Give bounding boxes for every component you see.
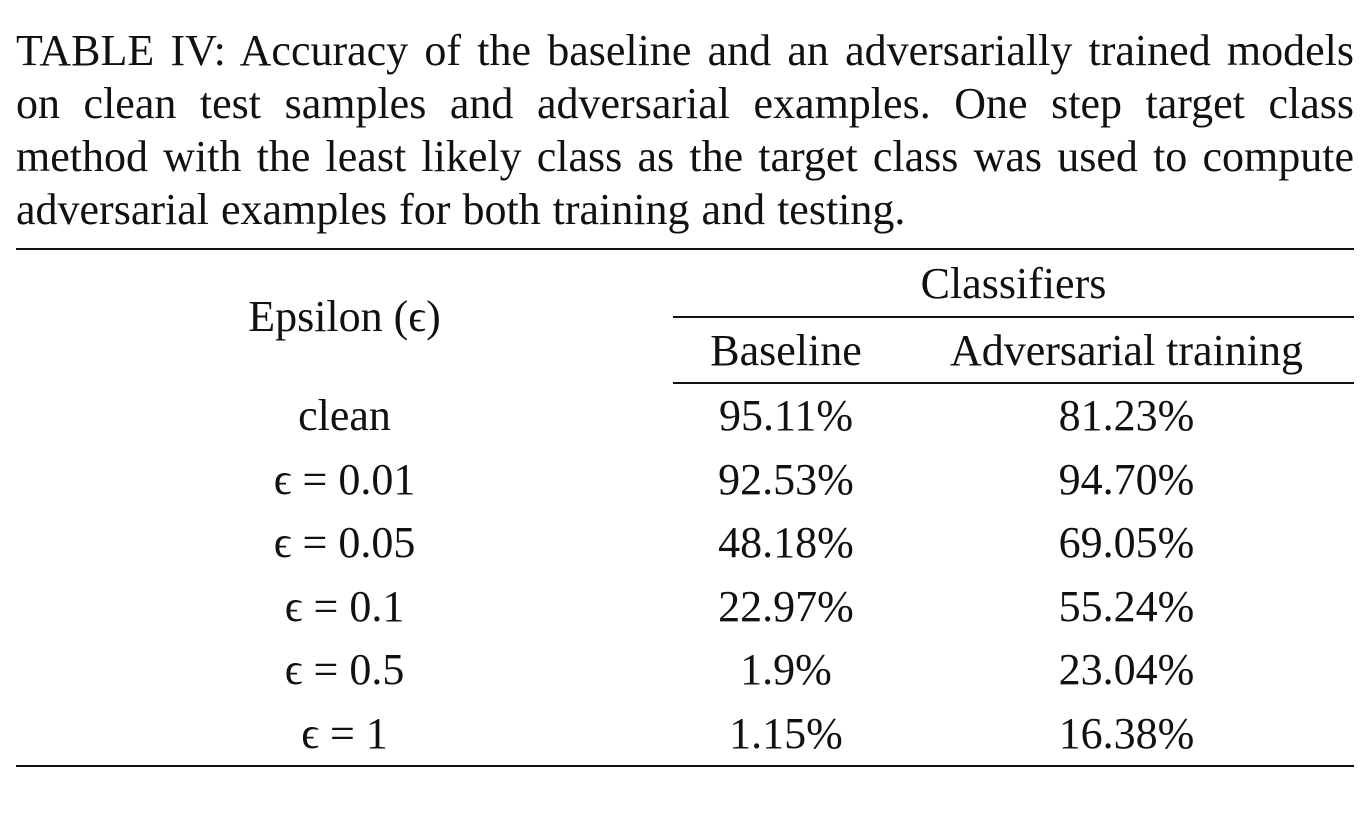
baseline-cell: 48.18% — [718, 518, 854, 568]
adversarial-cell: 55.24% — [1058, 581, 1195, 631]
table-caption: TABLE IV: Accuracy of the baseline and a… — [16, 24, 1354, 236]
baseline-cell: 1.15% — [673, 701, 899, 767]
table-caption-text: Accuracy of the baseline and an adversar… — [16, 26, 1355, 234]
results-table: Epsilon (ϵ) Classifiers Baseline Adversa… — [16, 248, 1354, 767]
epsilon-cell: ϵ = 0.5 — [284, 645, 405, 695]
classifiers-group-header: Classifiers — [673, 248, 1354, 318]
adversarial-cell: 16.38% — [899, 701, 1354, 767]
epsilon-cell: ϵ = 0.1 — [284, 581, 405, 631]
table-row: ϵ = 1 1.15% 16.38% — [16, 701, 1354, 767]
baseline-cell: 92.53% — [718, 454, 854, 504]
epsilon-cell: clean — [298, 390, 391, 440]
epsilon-cell: ϵ = 1 — [16, 701, 673, 767]
table-row: ϵ = 0.1 22.97% 55.24% — [16, 575, 1354, 639]
adversarial-cell: 23.04% — [1058, 645, 1195, 695]
adversarial-cell: 69.05% — [1058, 518, 1195, 568]
table-caption-label: TABLE IV: — [16, 26, 226, 75]
table-row: ϵ = 0.01 92.53% 94.70% — [16, 448, 1354, 512]
baseline-cell: 95.11% — [718, 391, 854, 441]
baseline-cell: 22.97% — [718, 581, 854, 631]
epsilon-column-header: Epsilon (ϵ) — [16, 248, 673, 383]
adversarial-training-column-header: Adversarial training — [899, 317, 1354, 384]
adversarial-cell: 81.23% — [1058, 391, 1195, 441]
epsilon-cell: ϵ = 0.05 — [273, 518, 416, 568]
adversarial-cell: 94.70% — [1058, 454, 1195, 504]
table-row: ϵ = 0.05 48.18% 69.05% — [16, 511, 1354, 575]
baseline-column-header: Baseline — [673, 317, 899, 384]
table-row: ϵ = 0.5 1.9% 23.04% — [16, 638, 1354, 702]
paper-page: TABLE IV: Accuracy of the baseline and a… — [16, 24, 1354, 236]
baseline-cell: 1.9% — [740, 645, 832, 695]
epsilon-cell: ϵ = 0.01 — [273, 454, 416, 504]
table-row: clean 95.11% 81.23% — [16, 383, 1354, 448]
